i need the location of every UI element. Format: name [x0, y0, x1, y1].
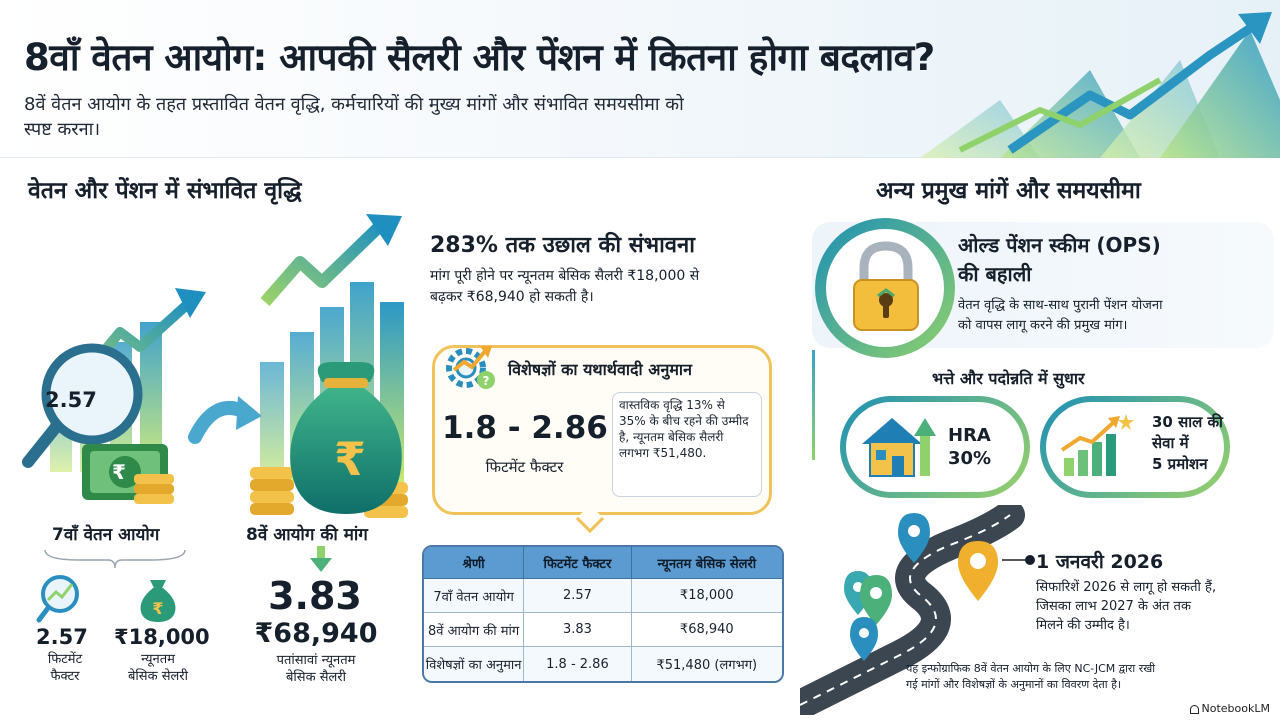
map-pin-icon: [860, 575, 892, 625]
eighth-factor-value: 3.83: [268, 574, 362, 618]
brand-text: NotebookLM: [1201, 702, 1270, 715]
padlock-icon: [853, 241, 919, 331]
seventh-factor-value: 2.57: [36, 625, 88, 649]
table-row: 7वाँ वेतन आयोग 2.57 ₹18,000: [424, 579, 782, 613]
table-cell: ₹68,940: [631, 613, 782, 647]
hra-label: HRA: [948, 425, 991, 446]
table-header: फिटमेंट फैक्टर: [524, 547, 632, 579]
timeline-text: सिफारिशें 2026 से लागू हो सकती हैं, जिसक…: [1036, 578, 1216, 635]
eighth-salary-label: पतांसावां न्यूनतम बेसिक सैलरी: [246, 652, 386, 686]
eighth-demand-label: 8वें आयोग की मांग: [246, 525, 368, 545]
bracket-decoration: [44, 549, 186, 569]
table-cell: विशेषज्ञों का अनुमान: [424, 647, 525, 681]
banknote-rupee: ₹: [112, 460, 126, 484]
seventh-factor-label: फिटमेंट फैक्टर: [30, 651, 100, 685]
allowance-title: भत्ते और पदोन्नति में सुधार: [932, 369, 1085, 388]
header-banner: 8वाँ वेतन आयोग: आपकी सैलरी और पेंशन में …: [0, 0, 1280, 158]
expert-note: वास्तविक वृद्धि 13% से 35% के बीच रहने क…: [612, 392, 762, 497]
table-row: 8वें आयोग की मांग 3.83 ₹68,940: [424, 613, 782, 647]
coin-stack-icon: [134, 474, 174, 504]
demands-section-title: अन्य प्रमुख मांगें और समयसीमा: [876, 178, 1141, 204]
salary-growth-illustration: [22, 214, 408, 518]
table-cell: 2.57: [524, 579, 632, 613]
down-arrow-icon: [310, 546, 332, 572]
salary-section-title: वेतन और पेंशन में संभावित वृद्धि: [28, 178, 302, 204]
hra-value: 30%: [948, 448, 992, 469]
eighth-salary-label-line1: पतांसावां न्यूनतम: [276, 653, 356, 668]
table-cell: 1.8 - 2.86: [524, 647, 632, 681]
highlight-map-pin-icon: [958, 541, 998, 601]
page-title: 8वाँ वेतन आयोग: आपकी सैलरी और पेंशन में …: [24, 36, 935, 79]
gear-chart-icon: ?: [446, 346, 495, 389]
small-magnifier-chart-icon: [36, 575, 79, 623]
footnote: यह इन्फोग्राफिक 8वें वेतन आयोग के लिए NC…: [906, 661, 1155, 693]
magnifier-icon: [22, 343, 143, 468]
jump-text: मांग पूरी होने पर न्यूनतम बेसिक सैलरी ₹1…: [430, 266, 699, 308]
promotion-card-inner: [1046, 402, 1224, 492]
ops-text-line1: वेतन वृद्धि के साथ-साथ पुरानी पेंशन योजन…: [958, 298, 1163, 313]
seventh-salary-label-line2: बेसिक सेलरी: [128, 669, 188, 684]
table-header-row: श्रेणी फिटमेंट फैक्टर न्यूनतम बेसिक सेलर…: [424, 547, 782, 579]
hra-text: HRA 30%: [948, 424, 991, 470]
money-bag-rupee: ₹: [334, 432, 367, 486]
promotion-line1: 30 साल की: [1152, 413, 1223, 431]
timeline-marker: [1002, 555, 1035, 565]
promotion-line2: सेवा में: [1152, 434, 1189, 452]
timeline-text-line3: मिलने की उम्मीद है।: [1036, 618, 1130, 633]
ops-text: वेतन वृद्धि के साथ-साथ पुरानी पेंशन योजन…: [958, 296, 1162, 336]
timeline-text-line2: जिसका लाभ 2027 के अंत तक: [1036, 599, 1191, 614]
footnote-line1: यह इन्फोग्राफिक 8वें वेतन आयोग के लिए NC…: [906, 662, 1156, 675]
svg-text:?: ?: [483, 374, 490, 388]
table-cell: ₹51,480 (लगभग): [631, 647, 782, 681]
seventh-salary-label-line1: न्यूनतम: [141, 652, 175, 667]
ops-title-line2: की बहाली: [958, 262, 1032, 286]
svg-text:₹: ₹: [152, 599, 163, 618]
page-subtitle: 8वें वेतन आयोग के तहत प्रस्तावित वेतन वृ…: [24, 94, 684, 140]
seventh-factor-label-line2: फैक्टर: [50, 669, 80, 684]
brand-watermark: NotebookLM: [1189, 702, 1270, 715]
small-money-bag-icon: ₹: [140, 580, 176, 622]
jump-text-line1: मांग पूरी होने पर न्यूनतम बेसिक सैलरी ₹1…: [430, 268, 700, 284]
expert-title: विशेषज्ञों का यथार्थवादी अनुमान: [508, 360, 692, 379]
promotion-text: 30 साल की सेवा में 5 प्रमोशन: [1152, 412, 1223, 475]
expert-range-label: फिटमेंट फैक्टर: [485, 458, 564, 476]
map-pin-icon: [850, 617, 878, 661]
table-row: विशेषज्ञों का अनुमान 1.8 - 2.86 ₹51,480 …: [424, 647, 782, 681]
ops-title: ओल्ड पेंशन स्कीम (OPS) की बहाली: [958, 231, 1161, 289]
promotion-chart-icon: [1060, 414, 1134, 476]
ops-text-line2: को वापस लागू करने की प्रमुख मांग।: [958, 318, 1128, 333]
house-icon: [862, 418, 936, 477]
eighth-salary-label-line2: बेसिक सैलरी: [286, 670, 346, 685]
connector-line: [812, 350, 815, 460]
table-header: न्यूनतम बेसिक सेलरी: [631, 547, 782, 579]
magnifier-value: 2.57: [45, 388, 97, 412]
promotion-line3: 5 प्रमोशन: [1152, 455, 1208, 473]
table-header: श्रेणी: [424, 547, 525, 579]
seventh-factor-label-line1: फिटमेंट: [47, 652, 83, 667]
table-cell: 8वें आयोग की मांग: [424, 613, 525, 647]
jump-text-line2: बढ़कर ₹68,940 हो सकती है।: [430, 289, 594, 305]
timeline-text-line1: सिफारिशें 2026 से लागू हो सकती हैं,: [1036, 580, 1217, 595]
seventh-salary-value: ₹18,000: [114, 625, 210, 649]
seventh-salary-label: न्यूनतम बेसिक सेलरी: [108, 651, 208, 685]
timeline-date: 1 जनवरी 2026: [1036, 551, 1164, 573]
rising-arrows-decoration-icon: [920, 12, 1280, 158]
comparison-table: श्रेणी फिटमेंट फैक्टर न्यूनतम बेसिक सेलर…: [422, 545, 784, 683]
money-bag-icon: [290, 362, 402, 514]
expert-range: 1.8 - 2.86: [442, 410, 608, 446]
table-cell: 7वाँ वेतन आयोग: [424, 579, 525, 613]
brand-logo-icon: [1189, 704, 1199, 714]
seventh-commission-label: 7वाँ वेतन आयोग: [52, 525, 160, 545]
ops-title-line1: ओल्ड पेंशन स्कीम (OPS): [958, 233, 1161, 257]
map-pin-icon: [898, 513, 930, 563]
eighth-salary-value: ₹68,940: [254, 618, 378, 649]
road-timeline-icon: [800, 505, 1025, 715]
footnote-line2: गई मांगों और विशेषज्ञों के अनुमानों का व…: [906, 678, 1122, 691]
table-cell: 3.83: [524, 613, 632, 647]
jump-title: 283% तक उछाल की संभावना: [430, 233, 695, 258]
table-cell: ₹18,000: [631, 579, 782, 613]
